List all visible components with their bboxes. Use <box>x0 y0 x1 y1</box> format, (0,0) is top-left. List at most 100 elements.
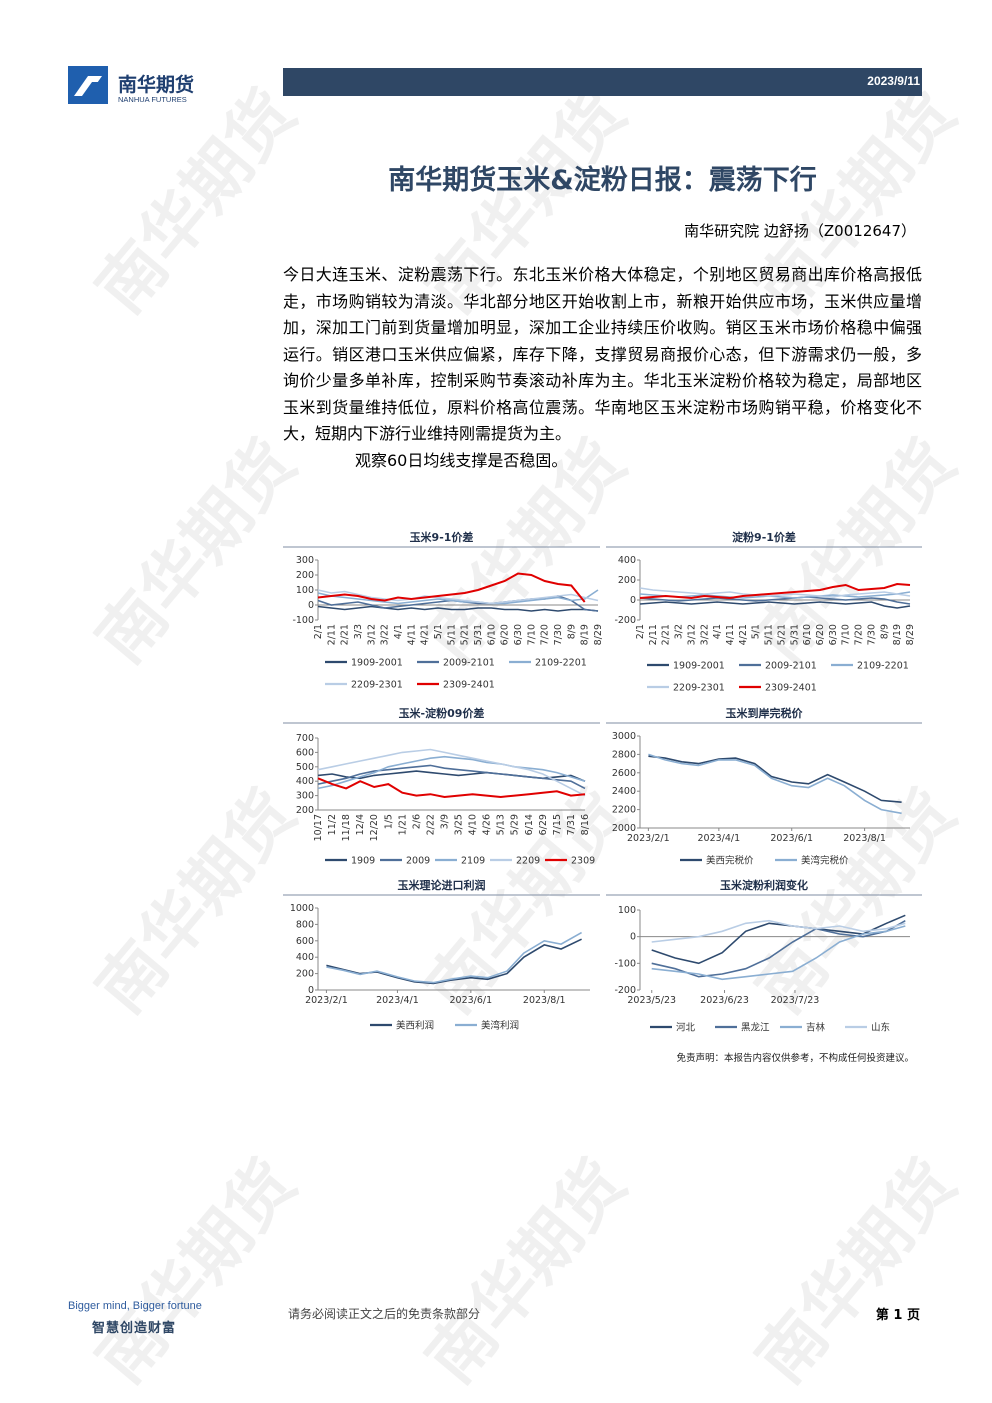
x-tick-label: 2/22 <box>425 814 436 835</box>
y-tick-label: -200 <box>614 985 636 996</box>
x-tick-label: 5/11 <box>764 624 775 645</box>
slogan-cn: 智慧创造财富 <box>92 1321 177 1336</box>
x-tick-label: 2/1 <box>313 624 324 639</box>
x-tick-label: 11/18 <box>341 814 352 841</box>
x-tick-label: 7/20 <box>540 624 551 645</box>
legend-label: 吉林 <box>806 1022 826 1034</box>
x-tick-label: 5/1 <box>433 624 444 639</box>
disclaimer: 免责声明：本报告内容仅供参考，不构成任何投资建议。 <box>676 1053 914 1064</box>
legend-label: 黑龙江 <box>741 1022 770 1034</box>
series-line <box>317 605 599 612</box>
y-tick-label: 2600 <box>612 768 636 779</box>
x-tick-label: 2023/4/1 <box>376 995 419 1006</box>
x-tick-label: 3/2 <box>674 624 685 639</box>
series-line <box>326 938 582 985</box>
x-tick-label: 3/22 <box>699 624 710 645</box>
x-tick-label: 4/1 <box>393 624 404 639</box>
x-tick-label: 5/31 <box>789 624 800 645</box>
x-tick-label: 12/20 <box>369 814 380 841</box>
x-tick-label: 1/21 <box>397 814 408 835</box>
legend-label: 2309-2401 <box>443 680 495 691</box>
x-tick-label: 7/30 <box>553 624 564 645</box>
x-tick-label: 8/19 <box>580 624 591 645</box>
x-tick-label: 2023/2/1 <box>305 995 348 1006</box>
y-tick-label: 0 <box>630 932 636 943</box>
y-tick-label: -100 <box>614 958 636 969</box>
y-tick-label: 700 <box>296 733 314 744</box>
y-tick-label: 3000 <box>612 731 636 742</box>
y-tick-label: 1000 <box>290 903 314 914</box>
x-tick-label: 8/16 <box>580 814 591 835</box>
x-tick-label: 4/26 <box>482 814 493 835</box>
y-tick-label: 200 <box>296 805 314 816</box>
y-tick-label: 300 <box>296 555 314 566</box>
x-tick-label: 2/21 <box>340 624 351 645</box>
y-tick-label: 0 <box>308 985 314 996</box>
x-tick-label: 6/10 <box>802 624 813 645</box>
date: 2023/9/11 <box>867 74 920 88</box>
series-line <box>317 748 586 797</box>
x-tick-label: 6/30 <box>828 624 839 645</box>
legend-label: 1909-2001 <box>351 658 403 669</box>
x-tick-label: 2023/6/23 <box>700 995 749 1006</box>
x-tick-label: 3/3 <box>353 624 364 639</box>
x-tick-label: 2/6 <box>411 814 422 829</box>
series-line <box>317 572 586 603</box>
title: 南华期货玉米&淀粉日报：震荡下行 <box>388 165 817 196</box>
series-line <box>317 770 586 782</box>
watermark: 南华期货 <box>741 1145 971 1398</box>
x-tick-label: 8/9 <box>566 624 577 639</box>
x-tick-label: 3/25 <box>454 814 465 835</box>
x-tick-label: 4/11 <box>406 624 417 645</box>
x-tick-label: 7/15 <box>552 814 563 835</box>
y-tick-label: 500 <box>296 762 314 773</box>
series-line <box>317 589 599 605</box>
legend-label: 1909-2001 <box>673 661 725 672</box>
y-tick-label: 2200 <box>612 805 636 816</box>
legend-label: 1909 <box>351 856 375 867</box>
y-tick-label: -200 <box>614 615 636 626</box>
x-tick-label: 8/29 <box>905 624 916 645</box>
x-tick-label: 8/9 <box>879 624 890 639</box>
x-tick-label: 2023/4/1 <box>698 833 741 844</box>
footer-note: 请务必阅读正文之后的免责条款部分 <box>288 1307 481 1321</box>
y-tick-label: -100 <box>292 615 314 626</box>
y-tick-label: 800 <box>296 919 314 930</box>
paragraph: 今日大连玉米、淀粉震荡下行。东北玉米价格大体稳定，个别地区贸易商出库价格高报低走… <box>283 265 922 443</box>
body: 今日大连玉米、淀粉震荡下行。东北玉米价格大体稳定，个别地区贸易商出库价格高报低走… <box>283 262 922 474</box>
x-tick-label: 3/12 <box>366 624 377 645</box>
x-tick-label: 6/30 <box>513 624 524 645</box>
x-tick-label: 2/21 <box>661 624 672 645</box>
legend-label: 2109-2201 <box>535 658 587 669</box>
y-tick-label: 200 <box>296 570 314 581</box>
x-tick-label: 2/1 <box>635 624 646 639</box>
logo-cn: 南华期货 <box>118 74 195 96</box>
y-tick-label: 600 <box>296 936 314 947</box>
chart-title: 玉米淀粉利润变化 <box>720 878 808 892</box>
x-tick-label: 5/21 <box>460 624 471 645</box>
legend-label: 2009 <box>406 856 430 867</box>
x-tick-label: 6/20 <box>500 624 511 645</box>
legend-label: 河北 <box>676 1022 696 1034</box>
series-line <box>326 931 582 984</box>
x-tick-label: 5/31 <box>473 624 484 645</box>
slogan-en: Bigger mind, Bigger fortune <box>68 1300 202 1312</box>
x-tick-label: 7/31 <box>566 814 577 835</box>
y-tick-label: 2800 <box>612 749 636 760</box>
x-tick-label: 3/12 <box>686 624 697 645</box>
logo-en: NANHUA FUTURES <box>118 95 187 104</box>
logo-icon <box>68 66 108 104</box>
legend-label: 2209 <box>516 856 540 867</box>
series-line <box>648 755 902 803</box>
legend-label: 2209-2301 <box>673 683 725 694</box>
x-tick-label: 7/10 <box>841 624 852 645</box>
legend-label: 美西完税价 <box>706 855 754 867</box>
legend-label: 美湾利润 <box>481 1020 519 1032</box>
chart-title: 淀粉9-1价差 <box>732 530 796 544</box>
y-tick-label: 400 <box>618 555 636 566</box>
paragraph: 观察60日均线支撑是否稳固。 <box>355 450 568 470</box>
series-line <box>317 589 599 605</box>
y-tick-label: 2000 <box>612 823 636 834</box>
series-line <box>651 919 906 943</box>
